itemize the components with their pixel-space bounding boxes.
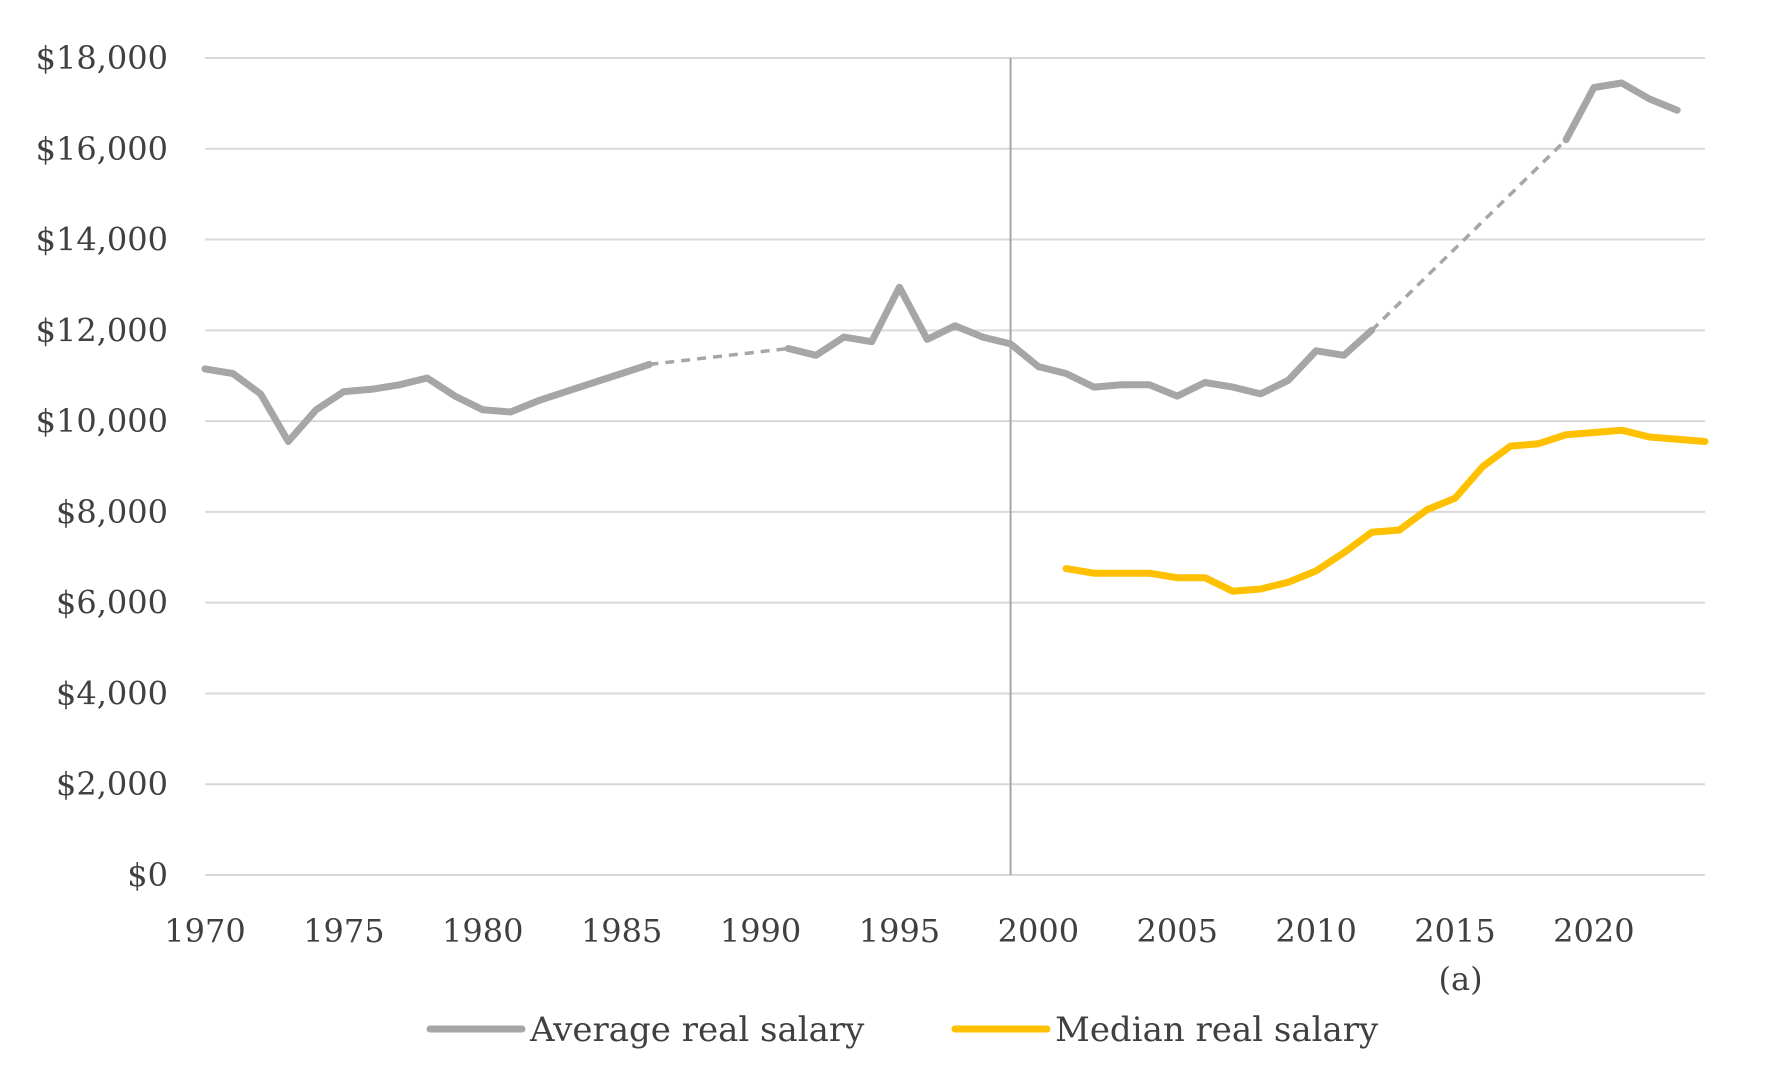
chart-annotation: (a) — [1439, 960, 1483, 998]
y-tick-label: $14,000 — [36, 221, 168, 259]
x-tick-label: 1970 — [164, 912, 245, 950]
x-tick-label: 1995 — [859, 912, 940, 950]
y-tick-label: $12,000 — [36, 311, 168, 349]
x-tick-label: 2020 — [1553, 912, 1634, 950]
y-tick-label: $10,000 — [36, 402, 168, 440]
y-tick-label: $4,000 — [56, 674, 168, 712]
y-tick-label: $16,000 — [36, 130, 168, 168]
x-tick-label: 1975 — [303, 912, 384, 950]
line-segment — [1062, 426, 1709, 595]
y-axis-tick-labels: $0 $2,000 $4,000 $6,000 $8,000 $10,000 $12,000… — [36, 39, 168, 894]
dashed-segment — [649, 346, 789, 367]
legend: Average real salary Median real salary — [426, 1010, 1379, 1050]
x-tick-label: 2010 — [1275, 912, 1356, 950]
series-average-real-salary — [201, 79, 1681, 445]
x-tick-label: 2015 — [1414, 912, 1495, 950]
x-tick-label: 2005 — [1137, 912, 1218, 950]
gridlines — [205, 57, 1705, 876]
y-tick-label: $6,000 — [56, 584, 168, 622]
dashed-segment — [1370, 138, 1568, 332]
line-segment — [784, 283, 1376, 400]
legend-label: Average real salary — [529, 1010, 865, 1050]
x-axis-tick-labels: 1970 1975 1980 1985 1990 1995 2000 2005 2010 2015… — [164, 912, 1634, 950]
y-tick-label: $18,000 — [36, 39, 168, 77]
series-median-real-salary — [1062, 426, 1709, 595]
x-tick-label: 1985 — [581, 912, 662, 950]
y-tick-label: $8,000 — [56, 493, 168, 531]
x-tick-label: 2000 — [998, 912, 1079, 950]
series-lines — [201, 79, 1709, 595]
x-tick-label: 1980 — [442, 912, 523, 950]
y-tick-label: $2,000 — [56, 765, 168, 803]
y-tick-label: $0 — [127, 856, 168, 894]
line-segment — [201, 360, 653, 445]
legend-label: Median real salary — [1055, 1010, 1379, 1050]
x-tick-label: 1990 — [720, 912, 801, 950]
line-segment — [1562, 79, 1681, 144]
